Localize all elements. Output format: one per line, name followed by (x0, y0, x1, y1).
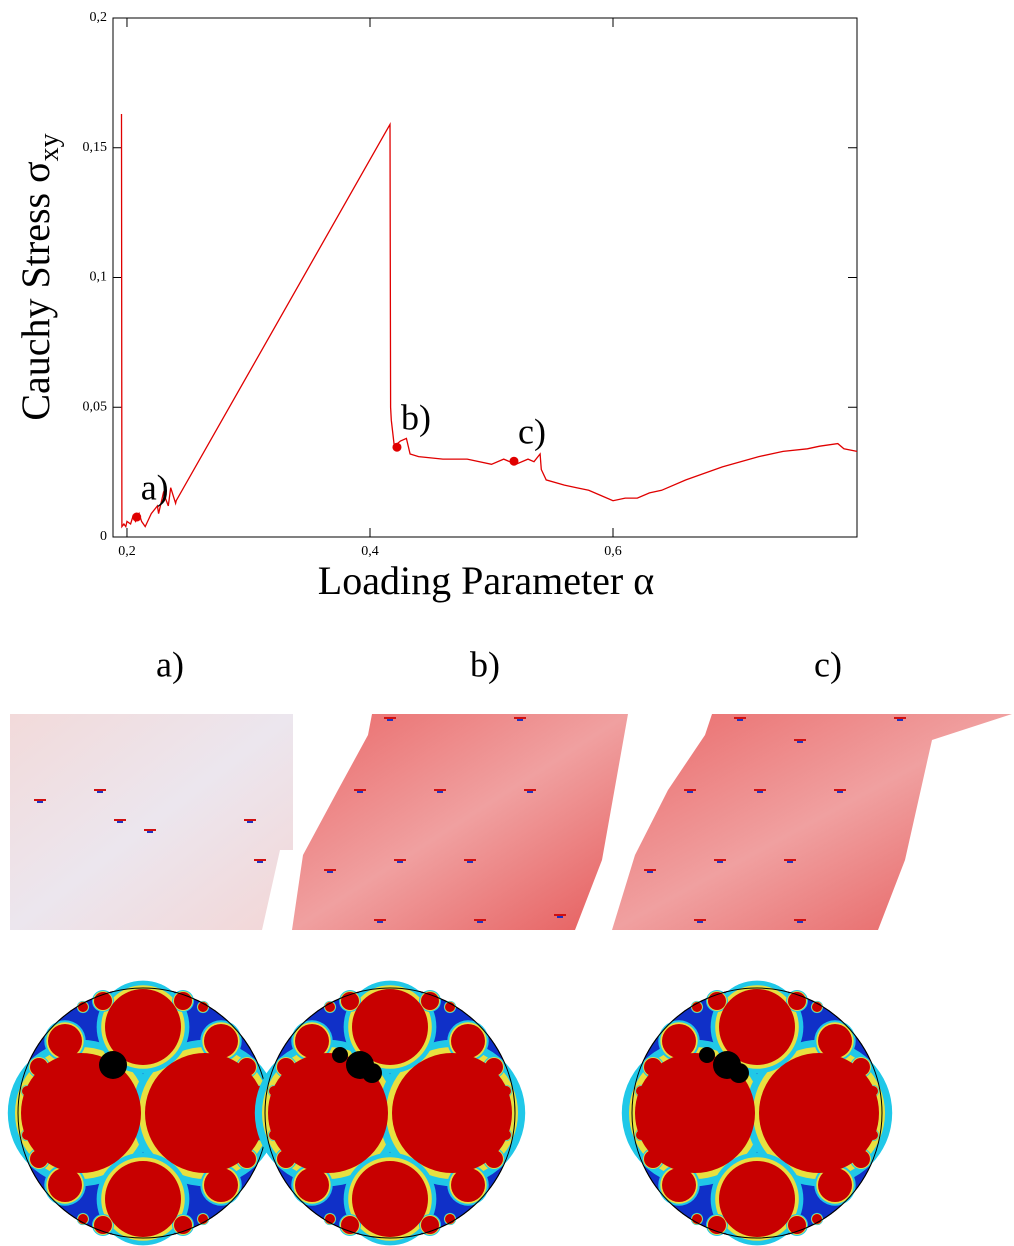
grain (451, 1168, 485, 1202)
grain (48, 1168, 82, 1202)
stress-field (10, 714, 293, 930)
y-tick-label: 0,05 (83, 399, 108, 414)
grain (852, 1150, 870, 1168)
y-tick-label: 0 (100, 529, 107, 544)
x-tick-label: 0,2 (118, 544, 136, 559)
grain (48, 1024, 82, 1058)
grain (662, 1168, 696, 1202)
grain (105, 1161, 181, 1237)
stress-field (292, 714, 628, 930)
grain (662, 1024, 696, 1058)
grain (818, 1168, 852, 1202)
y-tick-label: 0,1 (90, 270, 108, 285)
y-label-text: Cauchy Stress σ (13, 161, 58, 420)
marker-point (132, 512, 142, 522)
grain (485, 1058, 503, 1076)
grain (392, 1053, 512, 1173)
grain (485, 1150, 503, 1168)
grain (238, 1058, 256, 1076)
marker-point (509, 456, 519, 466)
grain (238, 1150, 256, 1168)
grain (501, 1130, 511, 1140)
grain (451, 1024, 485, 1058)
grain (352, 989, 428, 1065)
grain (818, 1024, 852, 1058)
grain (852, 1058, 870, 1076)
grain (644, 1150, 662, 1168)
grain (22, 1086, 32, 1096)
marker-label: a) (141, 467, 169, 507)
grain (719, 1161, 795, 1237)
grain (295, 1168, 329, 1202)
disc-outline (264, 987, 516, 1239)
marker-label: c) (518, 411, 546, 451)
packing-disc (621, 980, 893, 1246)
grain (269, 1130, 279, 1140)
y-label-subscript: xy (34, 133, 65, 161)
panel-label: c) (814, 644, 842, 684)
marker-label: b) (401, 397, 431, 437)
marker-point (392, 442, 402, 452)
grain (636, 1130, 646, 1140)
grain (268, 1053, 388, 1173)
grain (21, 1053, 141, 1173)
disc-outline (631, 987, 883, 1239)
grain (501, 1086, 511, 1096)
grain (277, 1150, 295, 1168)
grain (269, 1086, 279, 1096)
packing-disc (254, 980, 526, 1246)
y-tick-label: 0,2 (90, 10, 108, 25)
defect-cluster (99, 1051, 127, 1079)
y-tick-label: 0,15 (83, 140, 108, 155)
defect-cluster (729, 1063, 749, 1083)
grain (636, 1086, 646, 1096)
grain (352, 1161, 428, 1237)
packing-disc (7, 980, 279, 1246)
grain (277, 1058, 295, 1076)
panel-label: b) (470, 644, 500, 684)
data-line (120, 113, 858, 529)
stress-field (612, 714, 1012, 930)
defect-cluster (362, 1063, 382, 1083)
panel-label: a) (156, 644, 184, 684)
grain (868, 1130, 878, 1140)
x-tick-label: 0,6 (604, 544, 622, 559)
grain (22, 1130, 32, 1140)
grain (719, 989, 795, 1065)
x-tick-label: 0,4 (361, 544, 379, 559)
grain (635, 1053, 755, 1173)
grain (105, 989, 181, 1065)
defect-cluster (699, 1047, 715, 1063)
grain (295, 1024, 329, 1058)
grain (204, 1024, 238, 1058)
grain (759, 1053, 879, 1173)
grain (868, 1086, 878, 1096)
plot-frame (112, 17, 858, 538)
grain (644, 1058, 662, 1076)
x-axis-label: Loading Parameter α (318, 558, 654, 603)
grain (30, 1150, 48, 1168)
y-axis-label: Cauchy Stress σxy (13, 133, 65, 420)
grain (204, 1168, 238, 1202)
grain (30, 1058, 48, 1076)
defect-cluster (332, 1047, 348, 1063)
grain (145, 1053, 265, 1173)
